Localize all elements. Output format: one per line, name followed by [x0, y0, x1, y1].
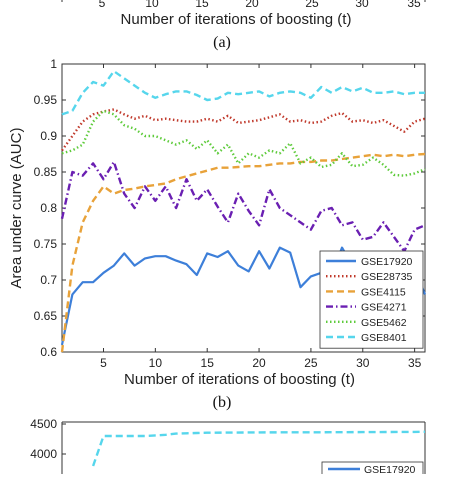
- legend-label: GSE4271: [361, 302, 407, 314]
- bottom-series-line-gse8401: [91, 430, 426, 467]
- x-tick-label: 10: [149, 356, 163, 370]
- x-tick-label: 25: [304, 356, 318, 370]
- top-xtick-label: 35: [407, 0, 421, 10]
- bottom-fragment: 4500 4000 GSE17920: [30, 417, 426, 477]
- top-xtick-label: 30: [355, 0, 369, 10]
- series-line-gse4115: [60, 152, 426, 353]
- legend-label: GSE4115: [361, 286, 406, 298]
- legend: GSE17920 GSE28735 GSE4115 GSE4271 GSE5462 GSE…: [319, 250, 424, 349]
- top-x-axis-label: Number of iterations of boosting (t): [121, 11, 352, 28]
- y-tick-label: 0.9: [40, 129, 57, 143]
- x-tick-label: 5: [100, 356, 107, 370]
- top-xtick-label: 20: [245, 0, 259, 10]
- top-xtick-label: 15: [195, 0, 209, 10]
- bottom-ytick-label: 4000: [30, 447, 57, 461]
- y-tick-label: 0.75: [34, 237, 58, 251]
- y-tick-label: 0.7: [40, 273, 57, 287]
- y-tick-label: 0.65: [34, 309, 58, 323]
- auc-chart: 0.6 0.65 0.7 0.75 0.8 0.85 0.9 0.95 1 5 10 15 20 25 3…: [8, 57, 427, 411]
- series-line-gse4271: [60, 160, 426, 253]
- top-xtick-label: 5: [99, 0, 106, 10]
- legend-label: GSE28735: [361, 271, 413, 283]
- x-axis-ticks: 5 10 15 20 25 30 35: [100, 64, 422, 370]
- y-tick-label: 0.85: [34, 165, 58, 179]
- x-tick-label: 15: [201, 356, 215, 370]
- y-tick-label: 0.8: [40, 201, 57, 215]
- legend-box: [319, 250, 424, 349]
- y-axis-ticks: 0.6 0.65 0.7 0.75 0.8 0.85 0.9 0.95 1: [34, 57, 425, 359]
- y-axis-label: Area under curve (AUC): [8, 128, 25, 289]
- top-xtick-label: 25: [305, 0, 319, 10]
- caption-b: (b): [213, 394, 232, 411]
- y-tick-label: 0.6: [40, 345, 57, 359]
- legend-label: GSE5462: [361, 317, 407, 329]
- x-tick-label: 35: [408, 356, 422, 370]
- y-tick-label: 1: [50, 57, 57, 71]
- bottom-ytick-label: 4500: [30, 417, 57, 431]
- legend-label: GSE17920: [361, 256, 413, 268]
- legend-label: GSE8401: [361, 332, 407, 344]
- top-xtick-label: 10: [145, 0, 159, 10]
- bottom-series-layer: [91, 430, 426, 467]
- series-line-gse28735: [61, 108, 426, 152]
- y-tick-label: 0.95: [34, 93, 58, 107]
- bottom-legend-label: GSE17920: [364, 464, 416, 474]
- x-tick-label: 30: [356, 356, 370, 370]
- series-line-gse8401: [61, 69, 425, 116]
- x-tick-label: 20: [252, 356, 266, 370]
- top-fragment: 5 10 15 20 25 30 35 Number of iterations…: [61, 0, 426, 51]
- x-axis-label: Number of iterations of boosting (t): [124, 371, 355, 388]
- caption-a: (a): [213, 34, 231, 51]
